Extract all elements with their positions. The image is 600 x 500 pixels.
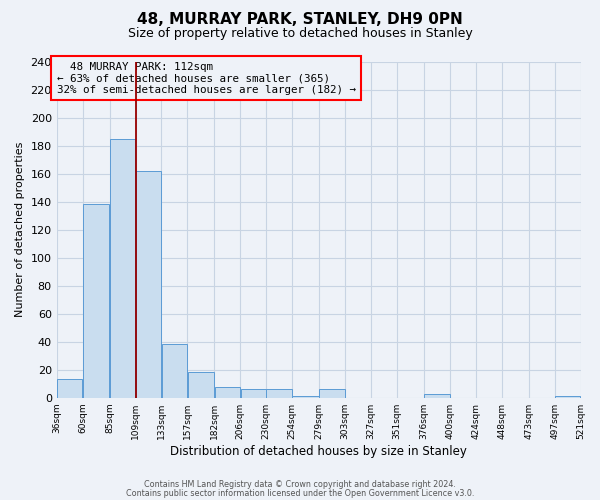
Bar — [57, 380, 82, 398]
Text: 48, MURRAY PARK, STANLEY, DH9 0PN: 48, MURRAY PARK, STANLEY, DH9 0PN — [137, 12, 463, 28]
Text: Size of property relative to detached houses in Stanley: Size of property relative to detached ho… — [128, 28, 472, 40]
Bar — [555, 396, 580, 398]
Bar — [110, 138, 135, 398]
Bar — [319, 390, 345, 398]
Bar — [424, 394, 449, 398]
Bar — [136, 171, 161, 398]
Bar — [83, 204, 109, 398]
Bar — [215, 386, 240, 398]
Y-axis label: Number of detached properties: Number of detached properties — [15, 142, 25, 318]
X-axis label: Distribution of detached houses by size in Stanley: Distribution of detached houses by size … — [170, 444, 467, 458]
Bar — [266, 390, 292, 398]
Bar — [161, 344, 187, 398]
Text: Contains HM Land Registry data © Crown copyright and database right 2024.: Contains HM Land Registry data © Crown c… — [144, 480, 456, 489]
Bar — [241, 390, 266, 398]
Text: 48 MURRAY PARK: 112sqm
← 63% of detached houses are smaller (365)
32% of semi-de: 48 MURRAY PARK: 112sqm ← 63% of detached… — [56, 62, 356, 94]
Bar — [188, 372, 214, 398]
Text: Contains public sector information licensed under the Open Government Licence v3: Contains public sector information licen… — [126, 489, 474, 498]
Bar — [292, 396, 319, 398]
